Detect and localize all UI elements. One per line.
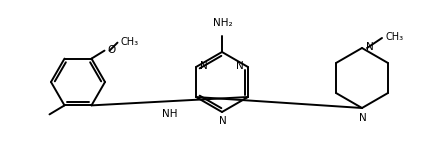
Text: NH: NH [162,109,178,119]
Text: N: N [219,116,227,126]
Text: CH₃: CH₃ [386,32,404,42]
Text: NH₂: NH₂ [213,18,233,28]
Text: CH₃: CH₃ [121,37,139,47]
Text: N: N [236,61,244,71]
Text: N: N [366,42,374,52]
Text: N: N [200,61,208,71]
Text: N: N [359,113,367,123]
Text: O: O [107,45,116,55]
